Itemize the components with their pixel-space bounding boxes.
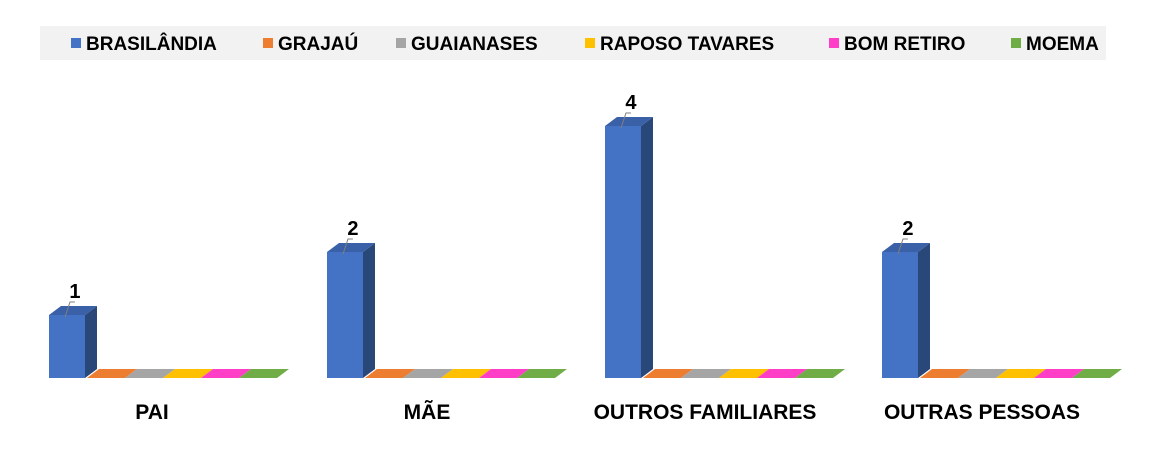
legend-swatch-brasilandia bbox=[71, 38, 81, 48]
category-label-outros-familiares: OUTROS FAMILIARES bbox=[594, 401, 817, 424]
data-label-leader bbox=[897, 238, 908, 255]
bar-top-face bbox=[49, 306, 97, 315]
bar-outras-pessoas-guaianases bbox=[958, 369, 1008, 378]
legend-label-grajau: GRAJAÚ bbox=[278, 33, 358, 55]
bar-outros-familiares-raposo-tavares bbox=[719, 369, 769, 378]
bar-pai-brasilandia bbox=[49, 306, 97, 378]
bar-top-face bbox=[327, 243, 375, 252]
bar-outros-familiares-guaianases bbox=[681, 369, 731, 378]
legend-swatch-raposo-tavares bbox=[585, 38, 595, 48]
bar-side-face bbox=[641, 117, 653, 378]
bar-outros-familiares-bom-retiro bbox=[757, 369, 807, 378]
bar-mae-bom-retiro bbox=[479, 369, 529, 378]
data-label-mae: 2 bbox=[347, 218, 358, 240]
data-label-leader bbox=[342, 238, 353, 255]
legend-label-brasilandia: BRASILÂNDIA bbox=[86, 33, 217, 55]
bar-pai-grajau bbox=[87, 369, 137, 378]
bar-mae-guaianases bbox=[403, 369, 453, 378]
legend-background bbox=[40, 26, 1106, 60]
bar-front-face bbox=[327, 252, 363, 378]
bar-mae-grajau bbox=[365, 369, 415, 378]
legend-label-raposo-tavares: RAPOSO TAVARES bbox=[600, 34, 774, 55]
bar-mae-brasilandia bbox=[327, 243, 375, 378]
bar-top-face bbox=[605, 117, 653, 126]
bar-side-face bbox=[918, 243, 930, 378]
bar-outras-pessoas-raposo-tavares bbox=[996, 369, 1046, 378]
category-label-mae: MÃE bbox=[404, 401, 451, 424]
bar-pai-bom-retiro bbox=[201, 369, 251, 378]
data-label-outros-familiares: 4 bbox=[625, 92, 637, 114]
data-label-pai: 1 bbox=[69, 281, 80, 303]
bar-pai-guaianases bbox=[125, 369, 175, 378]
category-label-outras-pessoas: OUTRAS PESSOAS bbox=[884, 401, 1080, 424]
legend-swatch-guaianases bbox=[396, 38, 406, 48]
chart-floor bbox=[87, 369, 1122, 378]
legend-swatch-grajau bbox=[263, 38, 273, 48]
bar-pai-moema bbox=[239, 369, 289, 378]
legend-swatch-moema bbox=[1011, 38, 1021, 48]
legend: BRASILÂNDIA GRAJAÚ GUAIANASES RAPOSO TAVARE… bbox=[71, 33, 1099, 55]
bar-outros-familiares-grajau bbox=[643, 369, 693, 378]
bar-mae-raposo-tavares bbox=[441, 369, 491, 378]
bar-pai-raposo-tavares bbox=[163, 369, 213, 378]
data-label-leader bbox=[64, 301, 75, 318]
legend-label-moema: MOEMA bbox=[1026, 34, 1099, 55]
category-label-pai: PAI bbox=[135, 401, 168, 424]
bar-outras-pessoas-bom-retiro bbox=[1034, 369, 1084, 378]
bar-outras-pessoas-grajau bbox=[920, 369, 970, 378]
legend-label-guaianases: GUAIANASES bbox=[411, 34, 538, 55]
data-label-leader bbox=[620, 112, 631, 129]
data-label-outras-pessoas: 2 bbox=[902, 218, 913, 240]
bar-outros-familiares-moema bbox=[795, 369, 845, 378]
bar-top-face bbox=[882, 243, 930, 252]
bars bbox=[49, 117, 930, 378]
bar-front-face bbox=[605, 126, 641, 378]
bar-outras-pessoas-brasilandia bbox=[882, 243, 930, 378]
bar-mae-moema bbox=[517, 369, 567, 378]
bar-outros-familiares-brasilandia bbox=[605, 117, 653, 378]
bar-front-face bbox=[49, 315, 85, 378]
bar-front-face bbox=[882, 252, 918, 378]
bar-outras-pessoas-moema bbox=[1072, 369, 1122, 378]
category-labels: PAI MÃE OUTROS FAMILIARES OUTRAS PESSOAS bbox=[135, 401, 1080, 424]
legend-label-bom-retiro: BOM RETIRO bbox=[844, 34, 965, 55]
data-labels: 1 2 4 2 bbox=[64, 92, 913, 318]
legend-swatch-bom-retiro bbox=[829, 38, 839, 48]
bar-side-face bbox=[363, 243, 375, 378]
bar-side-face bbox=[85, 306, 97, 378]
